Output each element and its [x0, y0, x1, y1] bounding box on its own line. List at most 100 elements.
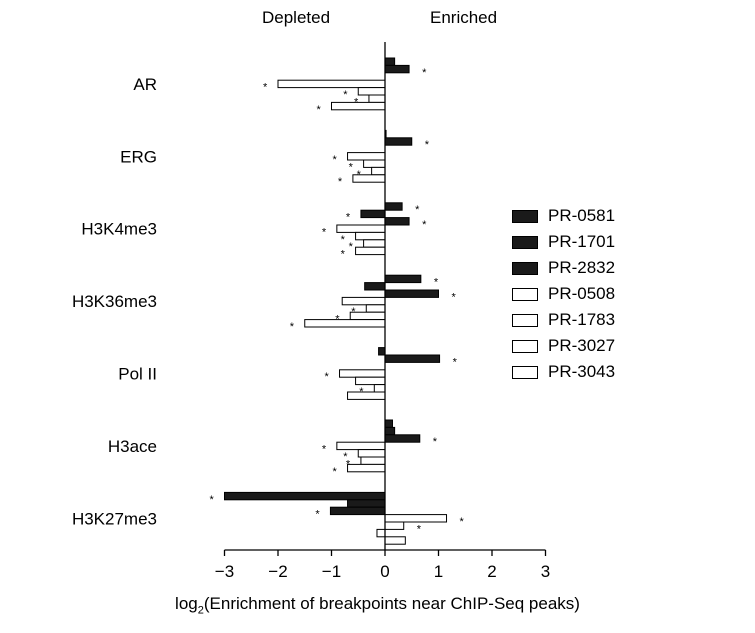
- bar: [336, 224, 386, 233]
- significance-star: *: [335, 314, 340, 326]
- legend-item: PR-1783: [512, 307, 615, 333]
- bar: [331, 101, 386, 111]
- category-label: H3K27me3: [72, 509, 157, 528]
- bar: [384, 536, 406, 545]
- legend-swatch: [512, 365, 538, 379]
- bar: [384, 521, 405, 530]
- x-tick-label: 1: [434, 562, 443, 581]
- significance-star: *: [415, 204, 420, 216]
- category-label: H3K36me3: [72, 292, 157, 311]
- bar: [355, 231, 386, 241]
- bar: [384, 274, 422, 284]
- bar: [384, 289, 439, 298]
- bar: [347, 391, 386, 400]
- significance-layer: **********************************: [210, 67, 465, 536]
- significance-star: *: [343, 89, 348, 101]
- bar: [384, 217, 410, 226]
- category-label: AR: [133, 75, 157, 94]
- legend-swatch: [512, 339, 538, 353]
- significance-star: *: [341, 234, 346, 246]
- legend-swatch: [512, 313, 538, 327]
- significance-star: *: [263, 82, 268, 94]
- bar: [360, 209, 386, 219]
- category-label: Pol II: [118, 365, 157, 384]
- bar: [329, 506, 386, 516]
- x-tick-label: −3: [215, 562, 234, 581]
- significance-star: *: [417, 523, 422, 535]
- significance-star: *: [325, 371, 330, 383]
- x-tick-label: −1: [322, 562, 341, 581]
- bar: [347, 152, 386, 161]
- bar: [364, 282, 386, 291]
- x-tick-label: 3: [541, 562, 550, 581]
- enriched-header: Enriched: [430, 8, 498, 27]
- bar: [373, 384, 386, 393]
- significance-star: *: [349, 161, 354, 173]
- legend-label: PR-0581: [548, 206, 616, 225]
- significance-star: *: [322, 444, 327, 456]
- legend-item: PR-3043: [512, 359, 615, 385]
- significance-star: *: [349, 241, 354, 253]
- legend-label: PR-2832: [548, 258, 616, 277]
- legend-swatch: [512, 261, 538, 275]
- significance-star: *: [433, 436, 438, 448]
- legend-label: PR-3043: [548, 362, 616, 381]
- bar: [224, 491, 386, 501]
- bar: [355, 246, 386, 256]
- bar: [384, 354, 441, 363]
- significance-star: *: [354, 96, 359, 108]
- legend-swatch: [512, 287, 538, 301]
- category-label: ERG: [120, 147, 157, 166]
- x-axis-title: log2(Enrichment of breakpoints near ChIP…: [0, 594, 755, 616]
- category-label: H3ace: [108, 437, 157, 456]
- bars-layer: [224, 57, 448, 545]
- significance-star: *: [425, 139, 430, 151]
- bar: [339, 369, 386, 378]
- bar: [363, 239, 386, 248]
- significance-star: *: [351, 306, 356, 318]
- significance-star: *: [343, 451, 348, 463]
- bar: [384, 434, 421, 443]
- bar: [384, 514, 448, 523]
- bar: [347, 499, 386, 508]
- significance-star: *: [290, 321, 295, 333]
- bar: [384, 137, 413, 146]
- bar: [378, 347, 386, 356]
- bar: [376, 528, 386, 538]
- bar: [384, 64, 410, 74]
- significance-star: *: [322, 226, 327, 238]
- significance-star: *: [315, 509, 320, 521]
- bar: [347, 463, 386, 473]
- bar: [336, 441, 386, 451]
- x-tick-label: −2: [268, 562, 287, 581]
- legend-label: PR-1783: [548, 310, 616, 329]
- category-labels: AR ERG H3K4me3 H3K36me3 Pol II H3ace H3K27me3: [72, 75, 157, 528]
- bar: [357, 87, 386, 96]
- legend-swatch: [512, 209, 538, 223]
- legend-item: PR-2832: [512, 255, 615, 281]
- significance-star: *: [346, 458, 351, 470]
- legend-item: PR-1701: [512, 229, 615, 255]
- legend-label: PR-1701: [548, 232, 616, 251]
- bar: [363, 159, 386, 168]
- bar: [368, 94, 386, 103]
- significance-star: *: [434, 277, 439, 289]
- legend-item: PR-0508: [512, 281, 615, 307]
- x-axis: −3 −2 −1 0 1 2 3: [215, 549, 550, 581]
- category-label: H3K4me3: [81, 220, 157, 239]
- legend-item: PR-0581: [512, 203, 615, 229]
- significance-star: *: [452, 291, 457, 303]
- significance-star: *: [317, 104, 322, 116]
- bar: [384, 426, 396, 436]
- bar: [304, 319, 386, 328]
- x-tick-label: 0: [380, 562, 389, 581]
- bar: [384, 202, 403, 211]
- significance-star: *: [338, 176, 343, 188]
- significance-star: *: [453, 356, 458, 368]
- bar: [341, 296, 386, 306]
- significance-star: *: [333, 154, 338, 166]
- bar: [357, 449, 386, 458]
- significance-star: *: [210, 494, 215, 506]
- bar: [384, 57, 396, 66]
